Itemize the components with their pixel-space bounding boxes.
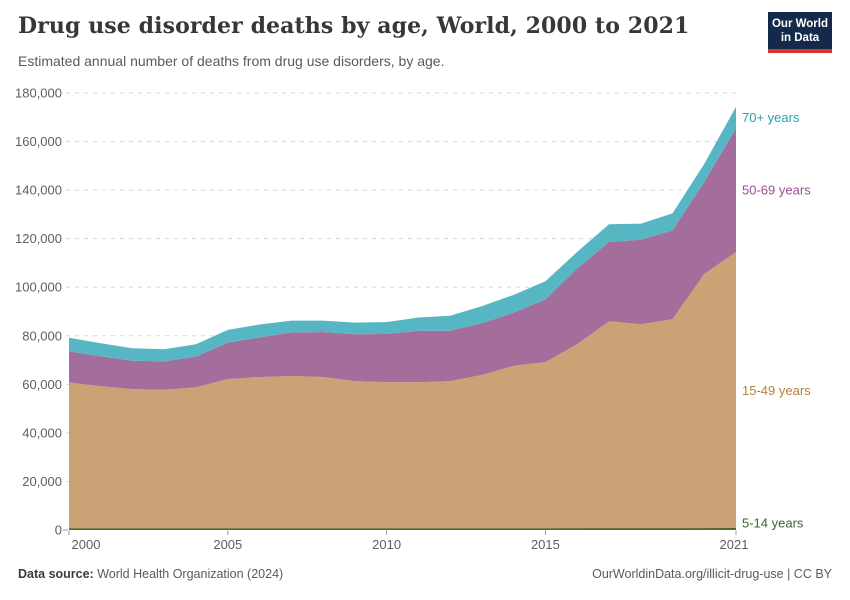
stacked-areas[interactable] [69,106,736,530]
y-tick-label: 20,000 [22,474,62,489]
owid-logo-red-bar [768,49,832,53]
y-axis-labels: 0 20,000 40,000 60,000 80,000 100,000 120,000 1… [15,86,62,538]
x-tick-label: 2000 [72,537,101,552]
chart-subtitle: Estimated annual number of deaths from d… [18,53,445,69]
x-tick-label: 2021 [720,537,749,552]
x-tick-label: 2015 [531,537,560,552]
page-title: Drug use disorder deaths by age, World, … [18,13,690,39]
owid-logo[interactable]: Our World in Data [768,12,832,53]
y-tick-label: 0 [55,523,62,538]
y-tick-label: 160,000 [15,134,62,149]
data-source-label: Data source: [18,567,94,581]
y-tick-label: 60,000 [22,377,62,392]
x-axis: 2000 2005 2010 2015 2021 [63,529,749,552]
area-50-69-years[interactable] [69,128,736,390]
area-70-years[interactable] [69,106,736,362]
x-tick-label: 2005 [213,537,242,552]
y-tick-label: 100,000 [15,280,62,295]
series-label-70-years[interactable]: 70+ years [742,110,800,125]
x-tick-label: 2010 [372,537,401,552]
data-source: Data source: World Health Organization (… [18,567,283,581]
series-label-50-69-years[interactable]: 50-69 years [742,183,811,198]
owid-url-link[interactable]: OurWorldinData.org/illicit-drug-use | CC… [592,567,832,581]
y-tick-label: 180,000 [15,86,62,101]
area-15-49-years[interactable] [69,252,736,530]
data-source-value: World Health Organization (2024) [97,567,284,581]
y-tick-label: 40,000 [22,425,62,440]
y-tick-label: 120,000 [15,231,62,246]
series-label-15-49-years[interactable]: 15-49 years [742,383,811,398]
y-tick-label: 140,000 [15,183,62,198]
series-labels: 5-14 years 15-49 years 50-69 years 70+ year… [742,110,811,530]
owid-logo-text: Our World in Data [768,12,832,49]
y-tick-label: 80,000 [22,328,62,343]
series-label-5-14-years[interactable]: 5-14 years [742,516,804,531]
